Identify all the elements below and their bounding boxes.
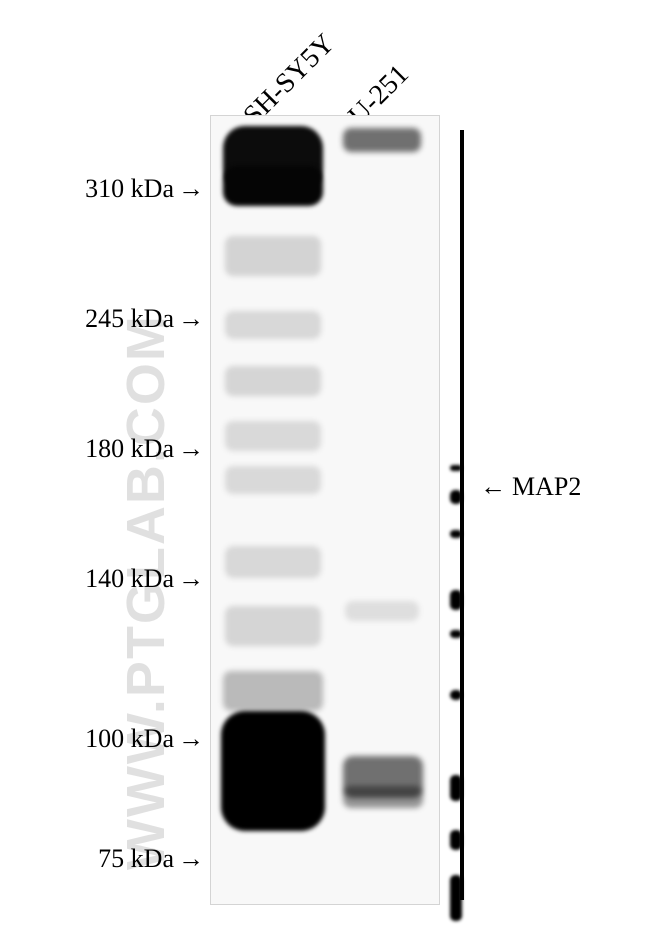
arrow-right-icon: → — [178, 434, 204, 464]
edge-artifact — [450, 630, 462, 638]
blot-smear — [225, 546, 321, 578]
edge-artifact — [450, 590, 462, 610]
mw-label-2: 180 kDa→ — [85, 434, 204, 464]
edge-artifact — [450, 875, 462, 921]
blot-band — [223, 166, 323, 206]
target-name: MAP2 — [512, 472, 581, 501]
edge-artifact — [450, 830, 462, 850]
lane-2 — [341, 116, 431, 904]
edge-artifact — [450, 775, 462, 801]
mw-label-1: 245 kDa→ — [85, 304, 204, 334]
target-label: ←MAP2 — [480, 472, 581, 502]
mw-text-4: 100 kDa — [85, 724, 174, 753]
arrow-right-icon: → — [178, 304, 204, 334]
blot-band — [343, 786, 423, 808]
arrow-right-icon: → — [178, 724, 204, 754]
mw-text-0: 310 kDa — [85, 174, 174, 203]
mw-label-4: 100 kDa→ — [85, 724, 204, 754]
blot-smear — [223, 671, 323, 711]
blot-smear — [345, 601, 419, 621]
western-blot-panel — [210, 115, 440, 905]
mw-text-1: 245 kDa — [85, 304, 174, 333]
mw-label-0: 310 kDa→ — [85, 174, 204, 204]
blot-smear — [225, 466, 321, 494]
arrow-left-icon: ← — [480, 472, 506, 501]
blot-smear — [225, 311, 321, 339]
blot-band — [221, 711, 325, 831]
arrow-right-icon: → — [178, 174, 204, 204]
blot-smear — [225, 366, 321, 396]
arrow-right-icon: → — [178, 844, 204, 874]
edge-artifact — [450, 490, 462, 504]
mw-text-3: 140 kDa — [85, 564, 174, 593]
lane-1 — [223, 116, 323, 904]
blot-band — [343, 128, 421, 152]
blot-smear — [225, 236, 321, 276]
arrow-right-icon: → — [178, 564, 204, 594]
mw-text-5: 75 kDa — [98, 844, 174, 873]
blot-smear — [225, 421, 321, 451]
mw-text-2: 180 kDa — [85, 434, 174, 463]
mw-label-5: 75 kDa→ — [98, 844, 204, 874]
edge-artifact — [450, 530, 462, 538]
figure-container: WWW.PTGLAB.COM SH-SY5Y U-251 310 kDa→ 24… — [0, 0, 650, 950]
edge-artifact — [450, 465, 462, 471]
edge-artifact — [450, 690, 462, 700]
mw-label-3: 140 kDa→ — [85, 564, 204, 594]
blot-smear — [225, 606, 321, 646]
